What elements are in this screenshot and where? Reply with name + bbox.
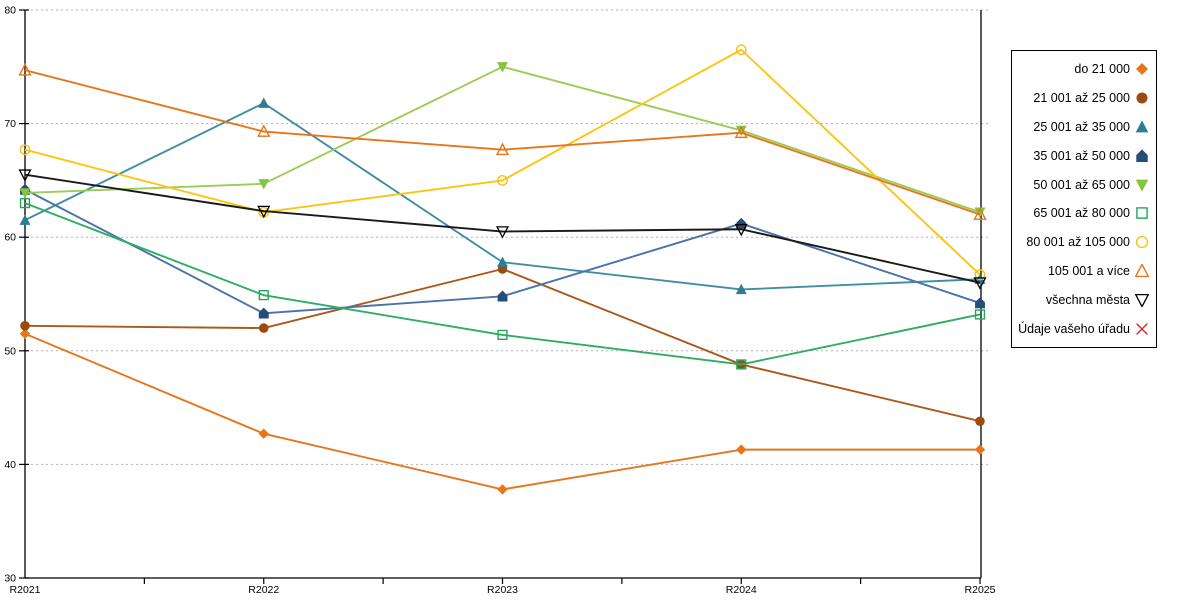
legend-item-7: 105 001 a více xyxy=(1012,259,1156,283)
legend-marker-circle-open-icon xyxy=(1135,235,1149,249)
series-line-5 xyxy=(24,202,981,366)
marker-s6-R2025 xyxy=(974,269,986,281)
marker-s8-R2022 xyxy=(257,205,271,219)
legend-label: 80 001 až 105 000 xyxy=(1026,235,1130,250)
legend-item-5: 65 001 až 80 000 xyxy=(1012,201,1156,225)
legend-label: 35 001 až 50 000 xyxy=(1033,148,1130,163)
series-0 xyxy=(19,328,986,495)
legend-item-4: 50 001 až 65 000 xyxy=(1012,173,1156,197)
marker-s2-R2022 xyxy=(258,97,270,108)
y-tick-label: 30 xyxy=(4,573,16,585)
marker-s8-R2025 xyxy=(973,277,987,290)
legend-label: 25 001 až 35 000 xyxy=(1033,119,1130,134)
legend-label: 65 001 až 80 000 xyxy=(1033,206,1130,221)
marker-s4-R2022 xyxy=(258,179,270,190)
marker-s5-R2025 xyxy=(974,309,986,320)
legend-label: všechna města xyxy=(1045,292,1130,307)
marker-s3-R2022 xyxy=(258,307,269,319)
marker-s0-R2021 xyxy=(19,328,31,339)
legend-item-0: do 21 000 xyxy=(1012,57,1156,81)
marker-s4-R2025 xyxy=(974,207,986,218)
marker-s2-R2024 xyxy=(735,283,747,295)
marker-s8-R2021 xyxy=(18,169,32,182)
series-3 xyxy=(20,183,985,319)
marker-s0-R2022 xyxy=(258,428,269,439)
series-1 xyxy=(20,264,985,427)
legend-item-2: 25 001 až 35 000 xyxy=(1012,115,1156,139)
marker-s7-R2025 xyxy=(973,207,987,220)
marker-s2-R2021 xyxy=(19,214,31,225)
marker-s4-R2021 xyxy=(19,188,31,199)
marker-s1-R2025 xyxy=(975,416,985,427)
marker-s7-R2022 xyxy=(257,124,271,137)
series-line-7 xyxy=(24,69,981,216)
legend-item-1: 21 001 až 25 000 xyxy=(1012,86,1156,110)
y-tick-label: 70 xyxy=(4,118,16,130)
marker-s6-R2023 xyxy=(497,175,508,186)
y-tick-label: 40 xyxy=(4,459,16,471)
legend-marker-triangle-down-filled-icon xyxy=(1135,178,1149,192)
legend-marker-triangle-down-open-icon xyxy=(1134,293,1150,308)
legend-marker-triangle-up-open-icon xyxy=(1134,262,1150,278)
marker-s5-R2022 xyxy=(258,290,269,301)
x-tick-label: R2021 xyxy=(10,584,41,596)
marker-s1-R2021 xyxy=(20,321,30,331)
marker-s4-R2024 xyxy=(735,125,747,137)
gridlines xyxy=(26,9,988,465)
series-line-8 xyxy=(24,173,981,284)
marker-s7-R2024 xyxy=(734,125,748,139)
marker-s4-R2023 xyxy=(497,62,508,73)
y-tick-label: 50 xyxy=(4,345,16,357)
x-tick-label: R2022 xyxy=(248,584,279,596)
legend-item-3: 35 001 až 50 000 xyxy=(1012,144,1156,168)
legend-label: do 21 000 xyxy=(1074,62,1130,77)
marker-s5-R2021 xyxy=(19,197,31,209)
series-4 xyxy=(19,62,986,218)
legend-label: 50 001 až 65 000 xyxy=(1033,177,1130,192)
legend-label: 21 001 až 25 000 xyxy=(1033,91,1130,106)
marker-s7-R2021 xyxy=(18,62,32,76)
x-tick-label: R2024 xyxy=(726,584,757,596)
legend-item-6: 80 001 až 105 000 xyxy=(1012,230,1156,254)
y-tick-label: 60 xyxy=(4,232,16,244)
marker-s6-R2024 xyxy=(735,44,747,56)
legend-label: 105 001 a více xyxy=(1047,263,1130,278)
legend-marker-circle-filled-icon xyxy=(1135,91,1149,105)
legend-marker-pentagon-filled-icon xyxy=(1135,149,1149,163)
legend-marker-square-open-icon xyxy=(1135,206,1149,220)
marker-s8-R2024 xyxy=(734,223,748,237)
marker-s1-R2022 xyxy=(258,323,269,333)
legend: do 21 000 21 001 až 25 000 25 001 až 35 00… xyxy=(1011,50,1157,348)
marker-s0-R2024 xyxy=(736,444,747,455)
marker-s7-R2023 xyxy=(495,142,510,156)
legend-item-9: Údaje vašeho úřadu xyxy=(1012,317,1156,341)
legend-marker-diamond-filled-icon xyxy=(1135,62,1149,76)
series-8 xyxy=(18,169,987,290)
marker-s2-R2023 xyxy=(497,256,508,267)
axes: 30 40 50 60 70 80 R2021 R2022 R2023 R2024 R2025 xyxy=(4,5,995,597)
legend-marker-x-icon xyxy=(1135,322,1149,336)
y-tick-label: 80 xyxy=(4,5,16,17)
legend-marker-triangle-up-filled-icon xyxy=(1135,120,1149,134)
marker-s0-R2025 xyxy=(974,444,986,455)
x-tick-label: R2023 xyxy=(487,584,518,596)
legend-item-8: všechna města xyxy=(1012,288,1156,312)
x-tick-label: R2025 xyxy=(965,584,996,596)
marker-s6-R2021 xyxy=(19,144,31,156)
marker-s8-R2023 xyxy=(495,226,510,239)
marker-s3-R2023 xyxy=(497,290,508,302)
series-line-0 xyxy=(24,332,980,491)
series-6 xyxy=(19,44,986,281)
series-7 xyxy=(18,62,987,220)
marker-s5-R2024 xyxy=(736,359,747,370)
marker-s3-R2024 xyxy=(736,217,747,229)
series-line-6 xyxy=(24,48,981,276)
marker-s3-R2025 xyxy=(975,297,985,309)
series-5 xyxy=(19,197,986,370)
marker-s5-R2023 xyxy=(497,329,508,341)
legend-label: Údaje vašeho úřadu xyxy=(1018,321,1130,336)
marker-s0-R2023 xyxy=(497,484,508,495)
